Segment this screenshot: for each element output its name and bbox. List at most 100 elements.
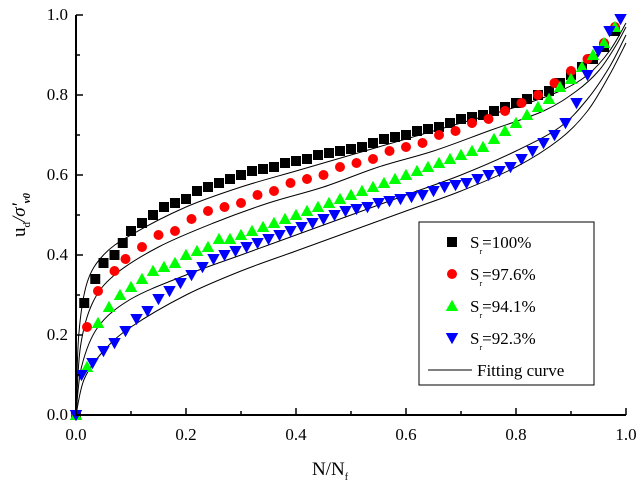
data-point <box>388 172 402 184</box>
data-point <box>417 138 428 148</box>
data-point <box>401 130 411 140</box>
data-point <box>79 298 90 308</box>
data-point <box>130 314 143 326</box>
data-point <box>333 192 347 204</box>
data-point <box>328 210 341 222</box>
data-point <box>432 156 446 168</box>
legend-marker-triangle-down <box>445 333 459 345</box>
data-point <box>454 148 468 160</box>
data-point <box>313 150 323 160</box>
legend-marker-square <box>447 237 457 247</box>
data-point <box>135 272 149 284</box>
data-point <box>302 154 312 164</box>
data-point <box>153 230 164 240</box>
data-point <box>421 160 435 172</box>
x-ticks: 0.0 0.2 0.4 0.6 0.8 1.0 <box>65 408 637 444</box>
data-point <box>126 226 136 236</box>
data-point <box>399 168 413 180</box>
data-point <box>124 280 138 292</box>
x-tick-label: 1.0 <box>615 425 636 444</box>
data-point <box>471 174 484 186</box>
data-point <box>324 148 334 158</box>
data-point <box>306 218 319 230</box>
data-point <box>511 98 521 108</box>
data-point <box>109 266 120 276</box>
data-point <box>416 190 429 202</box>
y-axis-title-sub: d <box>21 222 33 228</box>
data-point <box>192 186 202 196</box>
data-point <box>544 86 554 96</box>
data-point <box>478 110 488 120</box>
data-point <box>236 198 246 208</box>
data-point <box>185 270 198 282</box>
data-point <box>219 202 230 212</box>
data-point <box>196 262 209 274</box>
data-point <box>97 346 110 358</box>
data-point <box>322 196 336 208</box>
y-tick-label: 1.0 <box>47 5 68 24</box>
data-point <box>401 142 411 152</box>
data-point <box>412 126 422 136</box>
data-point <box>559 118 572 130</box>
y-tick-label: 0.6 <box>47 165 68 184</box>
data-point <box>456 114 466 124</box>
data-point <box>229 246 242 258</box>
data-point <box>170 198 180 208</box>
data-point <box>258 164 268 174</box>
legend: Sr=100% Sr=97.6% Sr=94.1% Sr=92.3% Fitting c… <box>418 221 595 386</box>
series-2 <box>69 20 622 420</box>
data-point <box>443 152 457 164</box>
data-point <box>603 26 616 38</box>
data-point <box>302 174 312 184</box>
fitting-curve-fit-92.3 <box>75 42 627 416</box>
data-point <box>427 186 440 198</box>
y-tick-label: 0.4 <box>47 245 69 264</box>
data-point <box>351 158 362 168</box>
data-point <box>520 108 534 120</box>
data-point <box>284 226 297 238</box>
x-tick-label: 0.4 <box>285 425 307 444</box>
data-point <box>515 154 528 166</box>
data-point <box>434 130 444 140</box>
data-point <box>357 142 367 152</box>
data-point <box>203 206 213 216</box>
data-point <box>465 144 479 156</box>
legend-label: Sr=92.3% <box>470 329 536 352</box>
data-point <box>218 250 231 262</box>
data-point <box>168 256 182 268</box>
data-point <box>509 116 523 128</box>
data-point <box>445 118 455 128</box>
data-point <box>212 232 226 244</box>
data-point <box>91 316 105 328</box>
data-points <box>69 14 627 422</box>
data-point <box>317 214 330 226</box>
data-point <box>405 192 418 204</box>
legend-entry: Sr=97.6% <box>447 265 536 288</box>
data-point <box>575 60 589 72</box>
data-point <box>516 98 527 108</box>
data-point <box>586 48 600 60</box>
data-point <box>269 186 279 196</box>
data-point <box>163 286 176 298</box>
data-point <box>379 134 389 144</box>
data-point <box>339 206 352 218</box>
data-point <box>291 156 301 166</box>
data-point <box>181 194 191 204</box>
data-point <box>361 202 374 214</box>
data-point <box>467 118 477 128</box>
data-point <box>531 100 545 112</box>
data-point <box>93 286 103 296</box>
data-point <box>372 198 385 210</box>
data-point <box>346 144 356 154</box>
data-point <box>592 46 605 58</box>
data-point <box>234 228 248 240</box>
data-point <box>533 90 543 100</box>
data-point <box>251 238 264 250</box>
data-point <box>564 72 578 84</box>
data-point <box>526 146 539 158</box>
data-point <box>483 114 494 124</box>
y-axis-title-rest-sub: v0 <box>21 192 33 203</box>
data-point <box>368 154 378 164</box>
data-point <box>170 226 180 236</box>
